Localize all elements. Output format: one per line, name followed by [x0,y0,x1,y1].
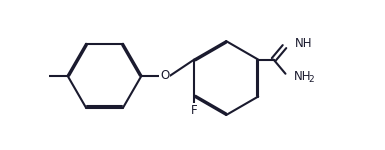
Text: F: F [191,104,198,117]
Text: NH: NH [295,37,313,50]
Text: 2: 2 [308,75,314,84]
Text: O: O [160,69,169,82]
Text: NH: NH [294,70,311,83]
